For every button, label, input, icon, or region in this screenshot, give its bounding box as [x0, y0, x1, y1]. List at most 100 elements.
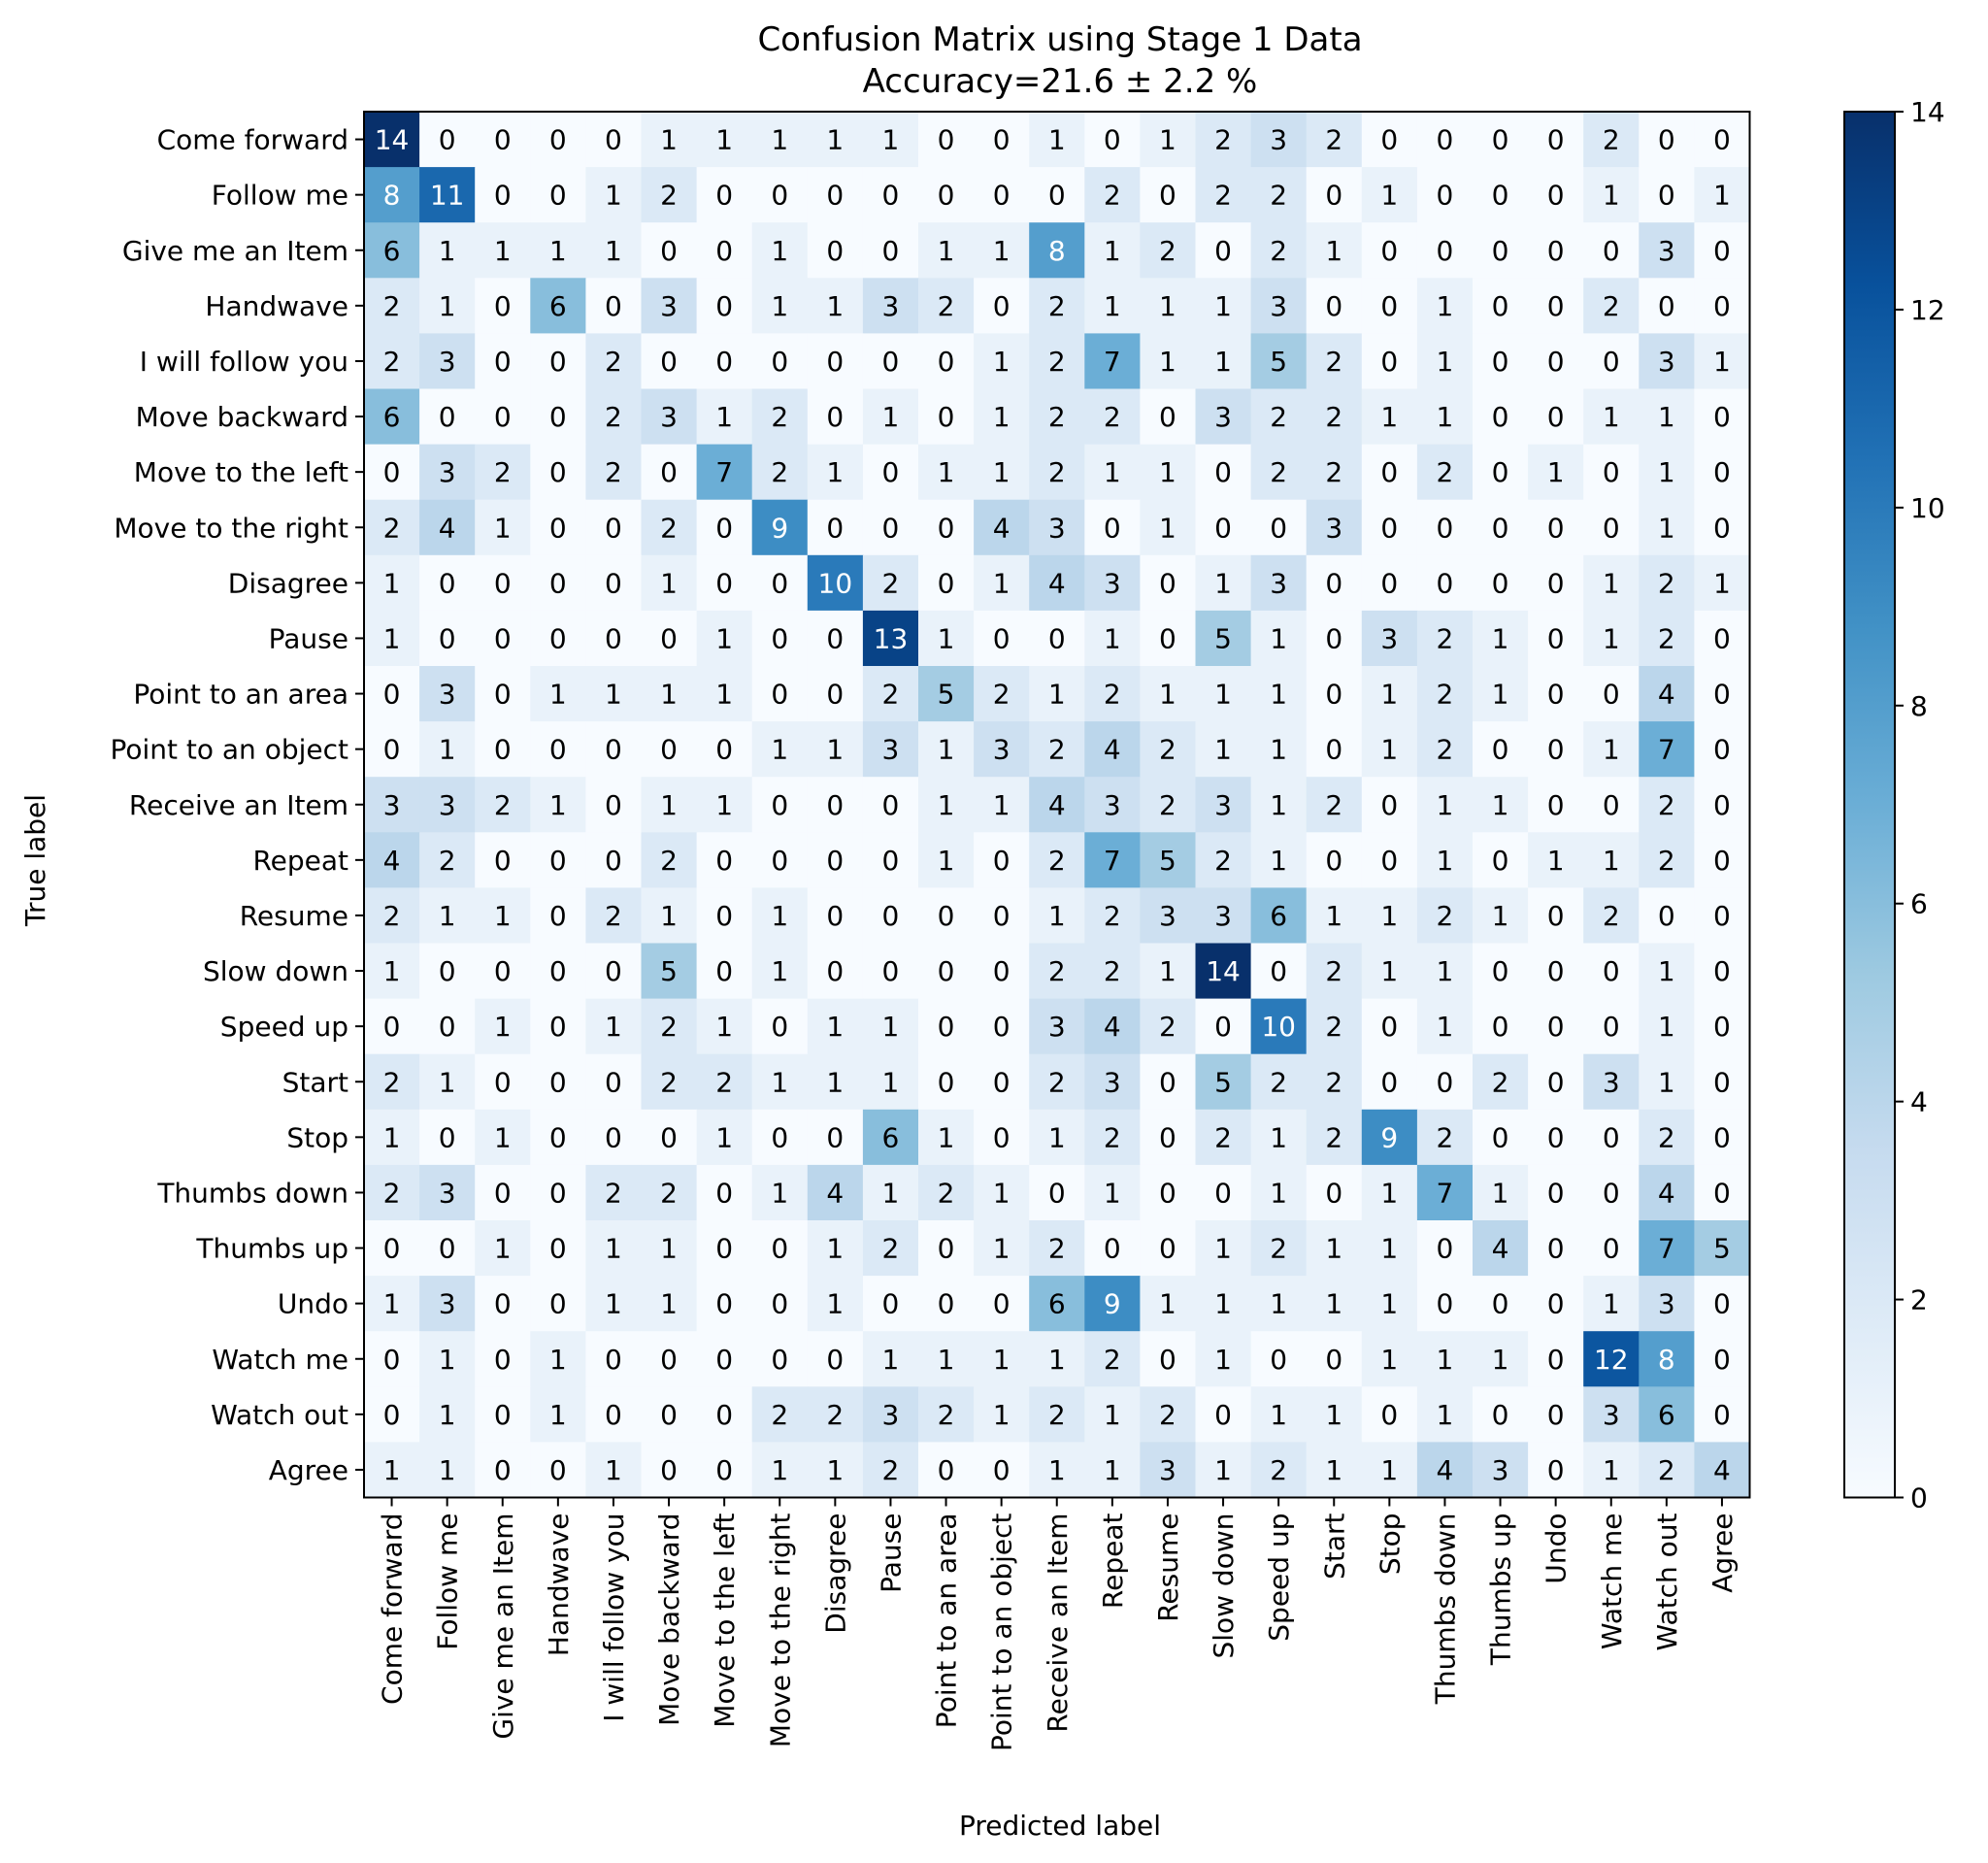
heatmap-cell	[1416, 499, 1474, 556]
heatmap-cell	[918, 832, 975, 888]
cell-value-label: 6	[549, 290, 567, 322]
cell-value-label: 1	[1658, 1011, 1675, 1043]
heatmap-cell	[918, 610, 975, 667]
heatmap-cell	[475, 1276, 531, 1332]
heatmap-cell	[1361, 887, 1418, 945]
heatmap-cell	[475, 1053, 531, 1111]
heatmap-cell	[807, 1386, 864, 1443]
cell-value-label: 0	[439, 124, 456, 156]
cell-value-label: 0	[1492, 567, 1509, 599]
heatmap-cell	[1583, 887, 1640, 945]
cell-value-label: 1	[771, 1177, 788, 1209]
heatmap-cell	[1084, 444, 1141, 501]
heatmap-cell	[1473, 1442, 1529, 1499]
cell-value-label: 1	[1325, 900, 1342, 932]
heatmap-cell	[751, 1442, 809, 1499]
cell-value-label: 1	[1492, 900, 1509, 932]
heatmap-cell	[918, 943, 975, 1000]
heatmap-cell	[1029, 1164, 1085, 1221]
heatmap-cell	[751, 112, 809, 168]
heatmap-cell	[1639, 1164, 1695, 1221]
cell-value-label: 1	[882, 1177, 900, 1209]
heatmap-cell	[918, 388, 975, 446]
cell-value-label: 1	[1325, 235, 1342, 267]
cell-value-label: 0	[1325, 845, 1342, 877]
heatmap-cell	[1084, 1053, 1141, 1111]
heatmap-cell	[1694, 1386, 1751, 1443]
heatmap-cell	[1140, 278, 1197, 334]
y-tick-label: Come forward	[157, 124, 348, 156]
cell-value-label: 1	[1380, 734, 1398, 766]
heatmap-cell	[1473, 278, 1529, 334]
heatmap-cell	[974, 887, 1030, 945]
cell-value-label: 1	[494, 900, 512, 932]
cell-value-label: 1	[1159, 456, 1176, 488]
heatmap-cell	[807, 1109, 864, 1166]
cell-value-label: 1	[882, 401, 900, 433]
heatmap-cell	[1583, 998, 1640, 1055]
cell-value-label: 1	[1325, 1233, 1342, 1265]
heatmap-cell	[974, 112, 1030, 168]
cell-value-label: 0	[715, 235, 733, 267]
heatmap-cell	[1694, 333, 1751, 390]
cell-value-label: 2	[1325, 401, 1342, 433]
cell-value-label: 2	[882, 1454, 900, 1486]
heatmap-cell	[641, 112, 698, 168]
heatmap-cell	[1639, 333, 1695, 390]
heatmap-cell	[1473, 499, 1529, 556]
cell-value-label: 4	[1492, 1233, 1509, 1265]
x-tick-label: Move to the left	[709, 1513, 741, 1727]
cell-value-label: 7	[1104, 845, 1121, 877]
cell-value-label: 0	[826, 180, 844, 212]
heatmap-cell	[918, 333, 975, 390]
cell-value-label: 0	[771, 1233, 788, 1265]
heatmap-cell	[419, 1109, 476, 1166]
heatmap-cell	[1361, 1220, 1418, 1277]
cell-value-label: 2	[1104, 1121, 1121, 1153]
cell-value-label: 0	[1492, 235, 1509, 267]
cell-value-label: 5	[1270, 346, 1287, 378]
heatmap-cell	[1361, 832, 1418, 888]
cell-value-label: 14	[375, 124, 410, 156]
cell-value-label: 1	[439, 1344, 456, 1376]
heatmap-cell	[918, 1053, 975, 1111]
y-tick-label: Handwave	[205, 290, 348, 322]
heatmap-cell	[364, 1053, 420, 1111]
cell-value-label: 2	[882, 567, 900, 599]
heatmap-cell	[1583, 610, 1640, 667]
heatmap-cell	[641, 721, 698, 778]
heatmap-cell	[1416, 943, 1474, 1000]
heatmap-cell	[419, 444, 476, 501]
cell-value-label: 0	[549, 512, 567, 544]
cell-value-label: 1	[1603, 180, 1620, 212]
heatmap-cell	[1250, 1442, 1308, 1499]
heatmap-cell	[1306, 998, 1363, 1055]
heatmap-cell	[974, 1276, 1030, 1332]
heatmap-cell	[1639, 112, 1695, 168]
heatmap-cell	[696, 333, 753, 390]
heatmap-cell	[1694, 1442, 1751, 1499]
heatmap-cell	[1195, 1053, 1252, 1111]
cell-value-label: 0	[1547, 567, 1565, 599]
cell-value-label: 2	[1658, 1121, 1675, 1153]
cell-value-label: 8	[383, 180, 401, 212]
heatmap-cell	[419, 777, 476, 833]
cell-value-label: 0	[993, 1121, 1011, 1153]
heatmap-cell	[1639, 610, 1695, 667]
cell-value-label: 1	[938, 1344, 955, 1376]
heatmap-cell	[1195, 666, 1252, 722]
heatmap-cell	[1029, 777, 1085, 833]
heatmap-cell	[585, 1442, 643, 1499]
heatmap-cell	[696, 1386, 753, 1443]
y-axis-ticks: Come forward Follow me Give me an Item Hand…	[110, 124, 364, 1486]
heatmap-cell	[1306, 1053, 1363, 1111]
cell-value-label: 1	[1270, 845, 1287, 877]
heatmap-cell	[974, 499, 1030, 556]
heatmap-cell	[364, 1164, 420, 1221]
cell-value-label: 3	[439, 456, 456, 488]
heatmap-cell	[1583, 222, 1640, 279]
heatmap-cell	[751, 499, 809, 556]
heatmap-cell	[1639, 1442, 1695, 1499]
